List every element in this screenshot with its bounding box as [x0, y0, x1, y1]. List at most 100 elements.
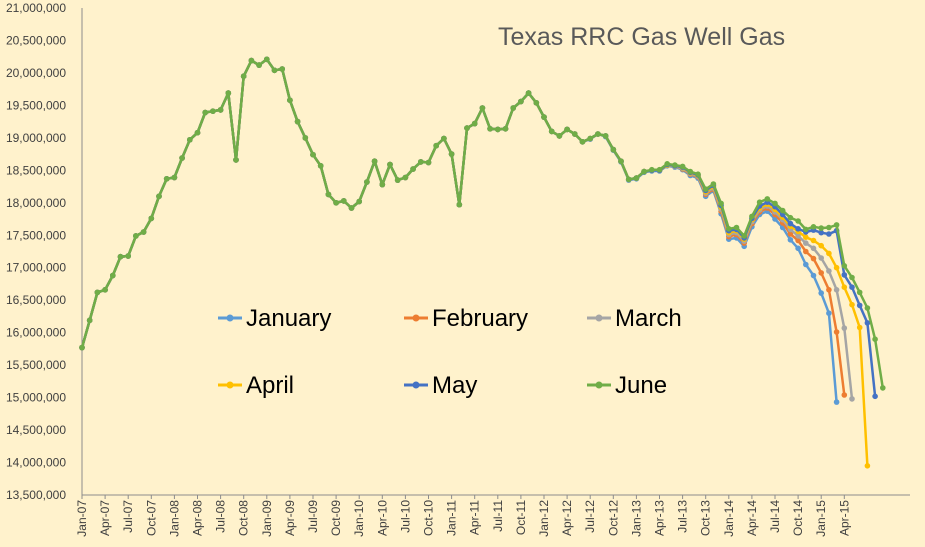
x-tick-label: Apr-15 [837, 500, 851, 536]
data-point [356, 198, 363, 205]
x-tick-label: Oct-08 [237, 500, 251, 536]
data-point [641, 168, 647, 175]
x-tick-label: Apr-07 [98, 500, 112, 536]
data-point [849, 301, 855, 308]
x-tick-label: Jan-13 [629, 500, 643, 537]
data-point [418, 159, 424, 165]
data-point [117, 253, 124, 260]
data-point [672, 162, 678, 168]
data-point [818, 255, 824, 261]
legend-item-june: June [587, 372, 667, 399]
legend-item-february: February [404, 305, 528, 332]
data-point [502, 126, 509, 132]
data-point [248, 57, 255, 64]
x-tick-label: Jul-13 [676, 500, 690, 533]
legend-swatch-marker [595, 381, 603, 389]
legend-swatch-marker [226, 381, 234, 389]
data-point [695, 171, 701, 177]
data-point [826, 310, 832, 317]
data-point [810, 245, 817, 252]
y-tick-label: 18,500,000 [6, 163, 66, 177]
data-point [841, 325, 848, 331]
data-point [441, 135, 447, 142]
y-tick-label: 19,500,000 [6, 98, 66, 112]
data-point [795, 218, 801, 224]
legend-swatch-marker [595, 314, 603, 322]
data-point [826, 287, 832, 293]
data-point [402, 174, 409, 181]
data-point [618, 158, 624, 164]
x-tick-label: Jan-09 [260, 500, 274, 537]
data-point [325, 191, 332, 198]
data-point [294, 118, 301, 125]
data-point [479, 105, 486, 111]
data-point [317, 163, 324, 169]
data-point [818, 229, 824, 236]
x-tick-label: Jan-10 [352, 500, 366, 537]
data-point [133, 233, 139, 239]
y-tick-label: 20,000,000 [6, 66, 66, 80]
data-point [649, 166, 655, 173]
data-point [256, 62, 262, 68]
series-april [79, 56, 871, 469]
data-point [702, 186, 709, 192]
data-point [625, 176, 632, 183]
data-point [271, 67, 278, 74]
data-point [387, 161, 393, 168]
data-point [595, 131, 601, 137]
legend: January February March April May June [218, 305, 682, 399]
data-point [833, 287, 840, 293]
data-point [818, 242, 824, 249]
legend-swatch-marker [412, 381, 420, 389]
data-point [749, 213, 755, 220]
data-point [849, 396, 855, 402]
data-point [856, 302, 863, 309]
data-point [217, 107, 224, 113]
data-point [287, 97, 293, 103]
data-point [371, 158, 378, 164]
data-point [564, 126, 570, 133]
data-point [456, 201, 463, 208]
data-point [679, 163, 686, 170]
data-point [433, 142, 440, 149]
data-point [795, 237, 801, 244]
legend-item-march: March [587, 305, 682, 332]
data-point [787, 237, 794, 243]
x-tick-label: Jul-12 [583, 500, 597, 533]
data-point [163, 176, 170, 182]
data-point [849, 284, 855, 291]
data-point [202, 109, 208, 116]
data-point [856, 324, 863, 331]
data-point [772, 200, 778, 207]
data-point [818, 270, 824, 276]
data-point [525, 90, 532, 96]
data-point [364, 179, 370, 185]
data-point [826, 250, 832, 257]
y-tick-label: 14,000,000 [6, 456, 66, 470]
data-point [556, 133, 563, 139]
data-point [86, 317, 93, 324]
x-tick-label: Apr-08 [191, 500, 205, 536]
data-point [756, 199, 763, 205]
y-tick-label: 18,000,000 [6, 196, 66, 210]
x-tick-label: Apr-14 [745, 500, 759, 536]
x-tick-label: Jul-11 [491, 500, 505, 532]
data-point [687, 168, 694, 175]
y-tick-label: 14,500,000 [6, 423, 66, 437]
series-may [79, 56, 878, 400]
x-tick-label: Jan-14 [722, 500, 736, 537]
data-point [487, 126, 493, 132]
data-point [664, 161, 670, 167]
data-point [841, 284, 848, 291]
data-point [579, 139, 586, 145]
data-point [495, 126, 501, 133]
data-point [841, 263, 848, 269]
data-point [818, 225, 824, 231]
data-point [810, 272, 817, 279]
y-tick-label: 19,000,000 [6, 131, 66, 145]
data-point [225, 90, 232, 96]
data-point [864, 320, 871, 326]
data-point [548, 128, 555, 135]
